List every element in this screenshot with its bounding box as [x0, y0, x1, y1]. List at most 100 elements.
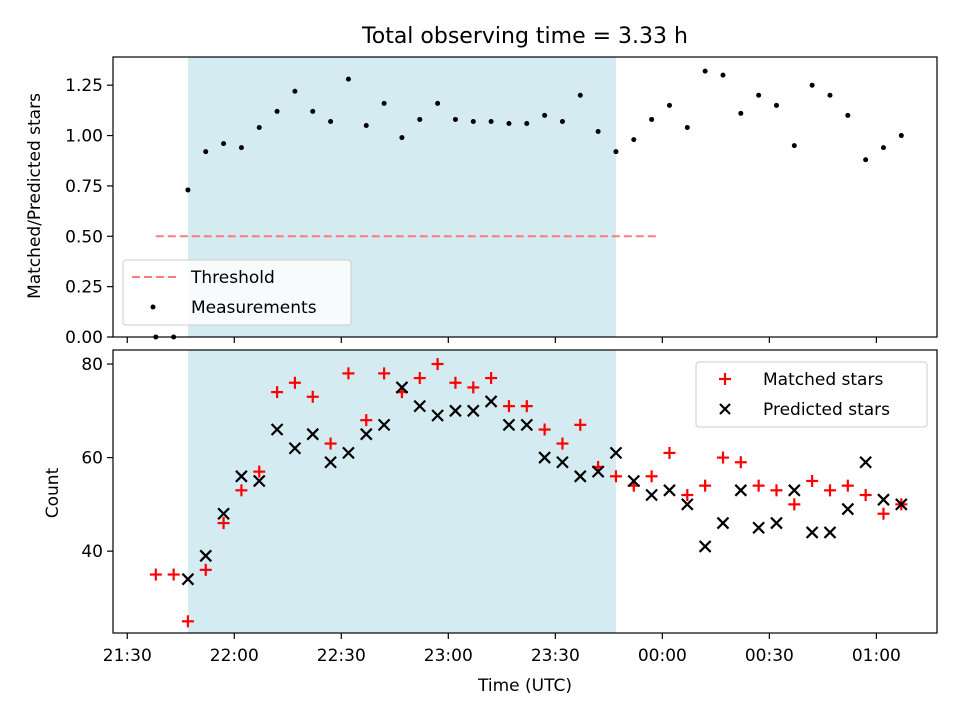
measurement-point	[898, 133, 904, 139]
matched-star-marker	[378, 367, 391, 380]
measurement-point	[880, 145, 886, 151]
predicted-star-marker	[377, 418, 391, 432]
predicted-star-marker	[217, 507, 230, 520]
predicted-star-marker	[823, 526, 837, 539]
measurement-point	[274, 108, 280, 114]
predicted-star-marker	[859, 455, 872, 469]
matched-star-marker	[877, 507, 890, 520]
predicted-star-marker	[627, 474, 641, 488]
predicted-star-marker	[306, 427, 320, 441]
bottom-y-axis-label: Count	[43, 467, 63, 518]
predicted-star-marker	[841, 502, 855, 516]
x-tick-label: 21:30	[103, 646, 152, 666]
measurement-point	[524, 120, 530, 126]
measurement-point	[452, 116, 458, 122]
measurement-point	[631, 137, 637, 143]
legend-threshold-label: Threshold	[190, 268, 275, 288]
x-tick-label: 22:30	[317, 646, 366, 666]
measurement-point	[649, 116, 655, 122]
x-tick-label: 00:00	[638, 646, 687, 666]
measurement-point	[221, 141, 227, 147]
matched-star-marker	[217, 517, 230, 530]
predicted-star-marker	[342, 446, 355, 460]
y-tick-label: 0.75	[65, 177, 103, 197]
predicted-star-marker	[681, 498, 694, 511]
predicted-star-marker	[431, 409, 444, 422]
matched-star-marker	[342, 367, 355, 380]
matched-star-marker	[663, 446, 676, 459]
matched-star-marker	[306, 390, 319, 403]
matched-star-marker	[788, 498, 801, 511]
measurement-point	[488, 118, 494, 124]
matched-star-marker	[841, 479, 854, 492]
matched-star-marker	[360, 414, 373, 427]
matched-star-marker	[149, 568, 162, 581]
matched-star-marker	[502, 400, 515, 413]
measurement-point	[399, 135, 405, 141]
predicted-star-marker	[324, 455, 337, 469]
matched-star-marker	[485, 372, 498, 385]
measurement-point	[845, 112, 851, 118]
matched-star-marker	[556, 437, 569, 450]
matched-star-marker	[324, 437, 337, 450]
y-tick-label: 1.25	[65, 76, 103, 96]
predicted-star-marker	[270, 423, 284, 436]
matched-star-marker	[734, 456, 747, 469]
matched-star-marker	[181, 615, 194, 628]
y-tick-label: 0.50	[65, 227, 103, 247]
top-legend: Threshold Measurements	[122, 259, 352, 326]
measurement-point	[542, 112, 548, 118]
predicted-star-marker	[788, 484, 801, 497]
predicted-star-marker	[734, 484, 748, 497]
predicted-star-marker	[413, 399, 427, 413]
top-axes-frame	[112, 56, 938, 338]
matched-star-marker	[859, 489, 872, 502]
predicted-star-marker	[235, 470, 248, 483]
predicted-star-marker	[770, 516, 783, 530]
bottom-legend: Matched stars Predicted stars	[695, 361, 928, 428]
matched-star-marker	[770, 484, 783, 497]
bottom-y-ticks: 40 60 80	[81, 355, 113, 562]
legend-measurement-label: Measurements	[191, 298, 317, 318]
predicted-star-marker	[466, 404, 480, 418]
measurement-point	[417, 116, 423, 122]
top-x-ticks	[126, 337, 877, 343]
matched-star-marker	[681, 489, 694, 502]
legend-predicted-label: Predicted stars	[763, 400, 890, 420]
predicted-star-marker	[698, 540, 712, 553]
matched-star-marker	[431, 358, 444, 371]
matched-star-marker	[823, 484, 836, 497]
predicted-star-marker	[502, 418, 516, 432]
measurement-point	[185, 187, 191, 193]
matched-star-marker	[752, 479, 765, 492]
predicted-star-marker	[359, 427, 373, 441]
predicted-star-marker	[199, 549, 213, 563]
measurement-point	[328, 118, 334, 124]
predicted-star-marker	[181, 572, 195, 586]
matched-star-marker	[271, 386, 284, 399]
y-tick-label: 1.00	[65, 127, 103, 147]
measurement-point	[345, 76, 351, 82]
measurement-point	[577, 92, 583, 98]
predicted-star-marker	[288, 441, 302, 455]
measurement-point	[720, 72, 726, 78]
x-tick-label: 22:00	[210, 646, 259, 666]
predicted-star-marker	[805, 526, 819, 539]
predicted-star-marker	[449, 404, 462, 418]
matched-star-marker	[199, 563, 212, 576]
x-tick-label: 23:00	[424, 646, 473, 666]
predicted-star-markers	[181, 381, 908, 586]
predicted-star-marker	[591, 465, 605, 478]
matched-star-marker	[806, 474, 819, 487]
measurement-point	[863, 157, 869, 163]
measurement-point	[791, 143, 797, 149]
measurement-point	[559, 118, 565, 124]
predicted-star-marker	[556, 455, 569, 469]
measurement-point	[773, 102, 779, 108]
legend-predicted-swatch	[719, 403, 731, 415]
x-tick-label: 23:30	[531, 646, 580, 666]
measurement-point	[256, 125, 262, 131]
matched-star-marker	[699, 479, 712, 492]
predicted-star-marker	[645, 488, 658, 502]
